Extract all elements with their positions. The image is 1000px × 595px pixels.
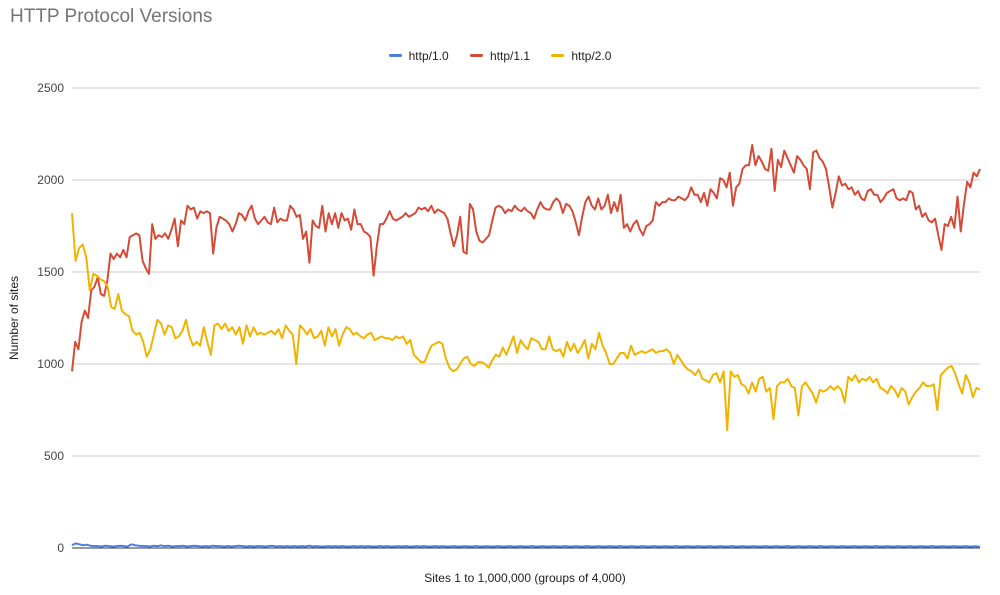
legend-item-http11[interactable]: http/1.1 <box>469 48 531 63</box>
y-tick-label: 1000 <box>37 357 64 371</box>
legend-label-http10: http/1.0 <box>408 48 449 63</box>
legend-item-http10[interactable]: http/1.0 <box>388 48 449 63</box>
series-line-http20[interactable] <box>71 213 981 432</box>
legend-label-http20: http/2.0 <box>571 48 612 63</box>
grid-lines <box>72 87 980 549</box>
y-tick-label: 2500 <box>37 81 64 95</box>
legend-swatch-http20 <box>551 54 565 57</box>
legend-item-http20[interactable]: http/2.0 <box>551 49 611 63</box>
y-tick-label: 500 <box>44 449 64 463</box>
legend-label-http11: http/1.1 <box>489 48 531 63</box>
y-axis-ticks: 0 500 1000 1500 2000 2500 <box>37 81 64 555</box>
legend-swatch-http10 <box>388 54 402 57</box>
chart-title: HTTP Protocol Versions <box>10 6 213 27</box>
chart-legend: http/1.0 http/1.1 http/2.0 <box>0 46 1000 63</box>
y-tick-label: 2000 <box>37 173 64 187</box>
y-axis-title: Number of sites <box>7 276 21 360</box>
legend-swatch-http11 <box>469 54 483 57</box>
series-line-http11[interactable] <box>71 144 981 372</box>
series-lines <box>71 144 981 549</box>
y-tick-label: 0 <box>57 541 64 555</box>
y-tick-label: 1500 <box>37 265 64 279</box>
x-axis-title: Sites 1 to 1,000,000 (groups of 4,000) <box>424 571 625 585</box>
series-line-http10[interactable] <box>71 542 981 549</box>
